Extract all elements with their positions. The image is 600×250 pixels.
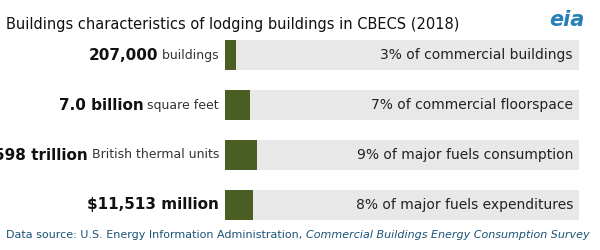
Bar <box>225 40 236 70</box>
Text: 8% of major fuels expenditures: 8% of major fuels expenditures <box>356 198 573 212</box>
Text: eia: eia <box>550 10 585 30</box>
Text: 598 trillion: 598 trillion <box>0 148 88 162</box>
Bar <box>225 40 579 70</box>
Bar <box>225 90 250 120</box>
Text: British thermal units: British thermal units <box>88 148 219 162</box>
Bar <box>225 90 579 120</box>
Bar <box>225 140 257 170</box>
Text: 7% of commercial floorspace: 7% of commercial floorspace <box>371 98 573 112</box>
Text: Buildings characteristics of lodging buildings in CBECS (2018): Buildings characteristics of lodging bui… <box>6 18 460 32</box>
Text: square feet: square feet <box>143 98 219 112</box>
Bar <box>225 190 253 220</box>
Text: buildings: buildings <box>158 48 219 62</box>
Text: $11,513 million: $11,513 million <box>87 198 219 212</box>
Bar <box>225 190 579 220</box>
Text: Commercial Buildings Energy Consumption Survey: Commercial Buildings Energy Consumption … <box>306 230 589 240</box>
Text: 207,000: 207,000 <box>89 48 158 62</box>
Bar <box>225 140 579 170</box>
Text: 9% of major fuels consumption: 9% of major fuels consumption <box>356 148 573 162</box>
Text: 3% of commercial buildings: 3% of commercial buildings <box>380 48 573 62</box>
Text: 7.0 billion: 7.0 billion <box>59 98 143 112</box>
Text: Data source: U.S. Energy Information Administration,: Data source: U.S. Energy Information Adm… <box>6 230 306 240</box>
